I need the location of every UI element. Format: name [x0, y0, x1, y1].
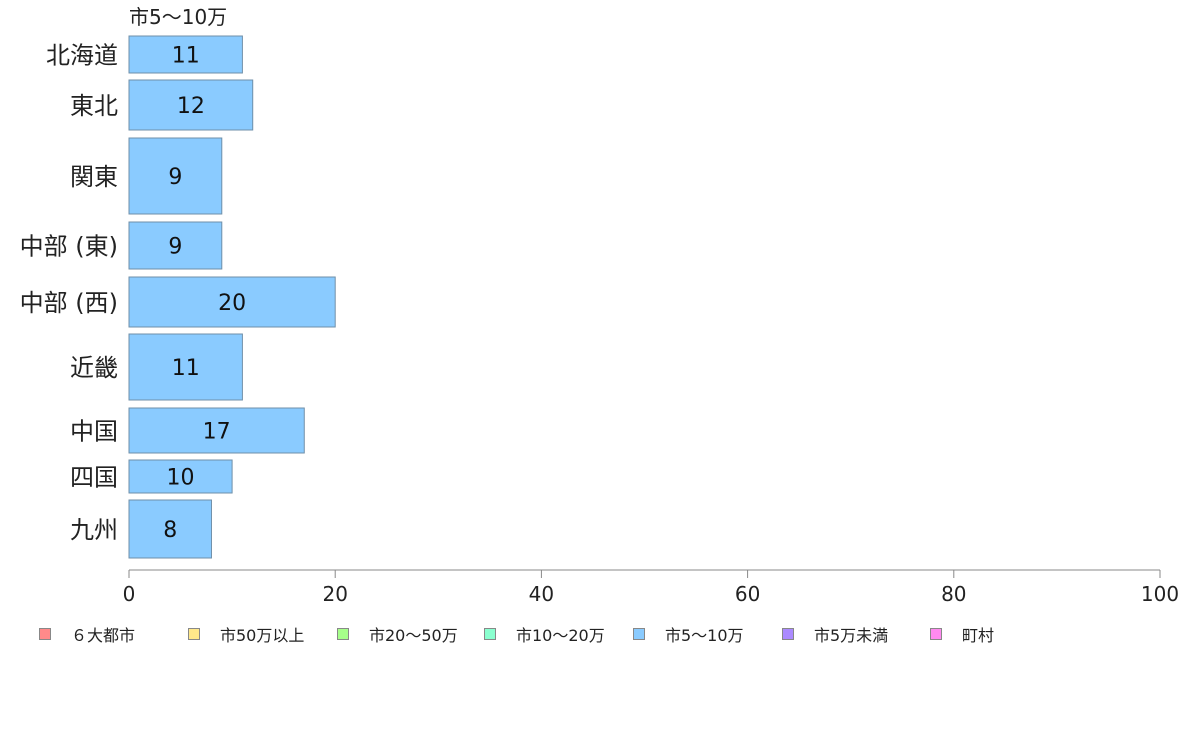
category-label: 中部 (西)	[20, 289, 118, 317]
legend-swatch	[633, 628, 645, 640]
legend-item: 町村	[930, 624, 995, 645]
category-label: 近畿	[70, 354, 118, 382]
category-label: 中国	[70, 418, 118, 446]
legend-swatch	[188, 628, 200, 640]
bar	[128, 137, 223, 215]
category-label: 東北	[70, 92, 118, 120]
category-label: 九州	[70, 516, 118, 544]
x-tick-label: 80	[941, 582, 966, 606]
legend-item: 市20〜50万	[337, 624, 458, 645]
x-tick-label: 100	[1141, 582, 1179, 606]
category-label: 関東	[70, 163, 118, 191]
x-tick-label: 60	[735, 582, 760, 606]
legend-swatch	[930, 628, 942, 640]
data-label: 12	[177, 94, 205, 119]
data-label: 11	[172, 356, 200, 381]
legend-item: 市5万未満	[782, 624, 889, 645]
bar	[128, 221, 223, 270]
legend-label: ６大都市	[71, 626, 136, 645]
legend-label: 市10〜20万	[516, 626, 605, 645]
category-label: 四国	[70, 464, 118, 492]
data-label: 8	[163, 518, 177, 543]
data-label: 20	[218, 291, 246, 316]
x-tick-label: 20	[322, 582, 347, 606]
legend-label: 市5万未満	[814, 626, 889, 645]
bar	[128, 459, 233, 494]
bar	[128, 79, 254, 131]
x-tick-label: 40	[529, 582, 554, 606]
x-tick-label: 0	[123, 582, 136, 606]
legend-swatch	[782, 628, 794, 640]
category-label: 北海道	[46, 42, 118, 70]
data-label: 9	[168, 235, 182, 260]
legend-item: 市10〜20万	[484, 624, 605, 645]
legend-swatch	[39, 628, 51, 640]
bar	[128, 35, 243, 74]
legend-label: 市5〜10万	[665, 626, 744, 645]
legend-swatch	[337, 628, 349, 640]
chart-legend: ６大都市 市50万以上 市20〜50万 市10〜20万 市5〜10万 市5万未満 町村	[39, 624, 1139, 645]
legend-swatch	[484, 628, 496, 640]
bar	[128, 407, 305, 454]
data-label: 11	[172, 44, 200, 69]
legend-item: 市50万以上	[188, 624, 305, 645]
legend-item: 市5〜10万	[633, 624, 744, 645]
bar	[128, 333, 243, 401]
legend-label: 市20〜50万	[369, 626, 458, 645]
series-label: 市5〜10万	[129, 5, 227, 29]
bar	[128, 276, 336, 328]
legend-label: 町村	[962, 626, 995, 645]
bar	[128, 499, 212, 559]
data-label: 17	[203, 420, 231, 445]
legend-item: ６大都市	[39, 624, 136, 645]
category-label: 中部 (東)	[20, 233, 118, 261]
data-label: 9	[168, 165, 182, 190]
legend-label: 市50万以上	[220, 626, 305, 645]
data-label: 10	[167, 466, 195, 491]
